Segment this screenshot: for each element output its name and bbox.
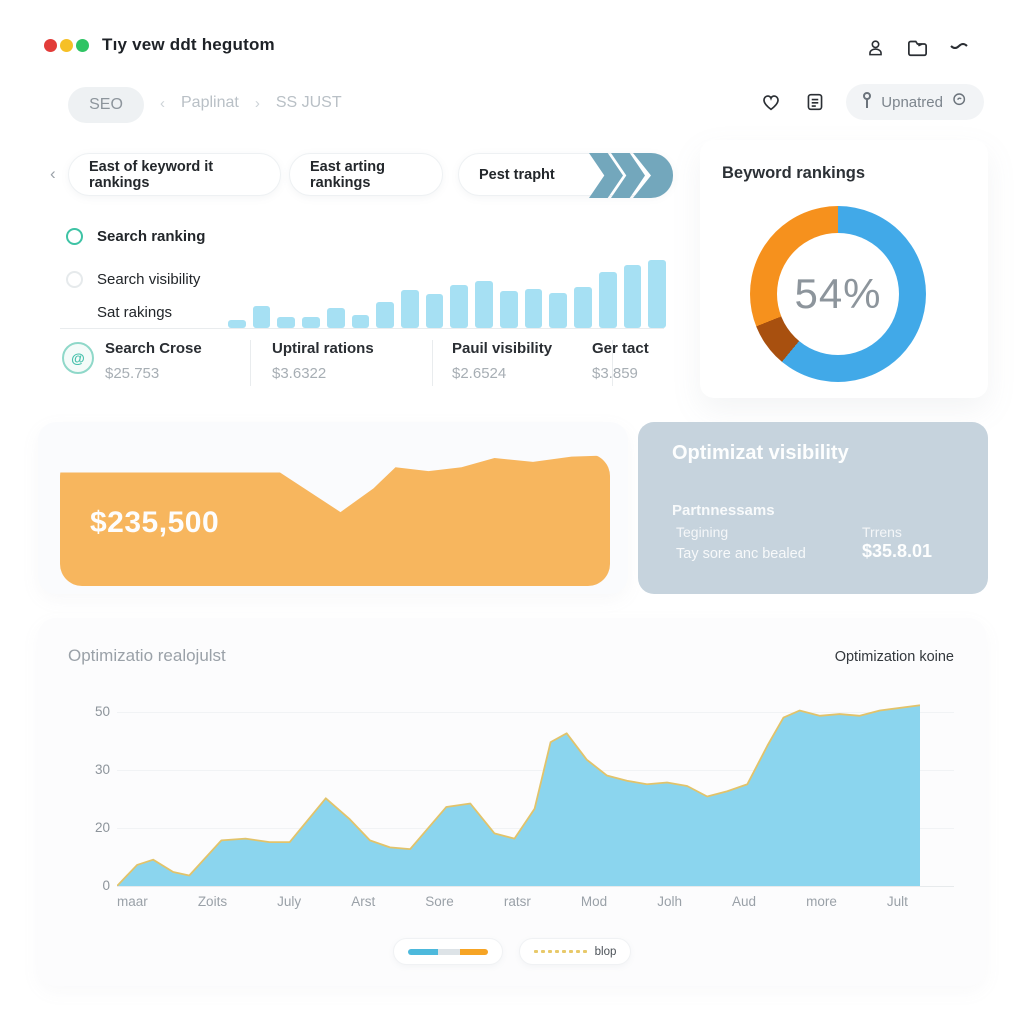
- y-axis-tick: 0: [102, 878, 110, 893]
- row-value: $35.8.01: [862, 541, 933, 561]
- divider: [60, 328, 664, 329]
- chevron-left-icon: ‹: [160, 94, 165, 112]
- pin-icon: [862, 91, 872, 113]
- x-axis-tick: ratsr: [503, 894, 531, 909]
- card-subtitle: Partnnessams: [672, 502, 775, 519]
- gridline: [117, 712, 954, 713]
- legend-label: blop: [594, 945, 617, 958]
- tab-label: East arting rankings: [310, 158, 385, 191]
- tab-label: Pest trapht: [479, 166, 555, 183]
- revenue-card: $235,500: [38, 422, 628, 594]
- legend-search-visibility[interactable]: Search visibility: [66, 271, 200, 288]
- donut-chart: 54%: [750, 206, 926, 382]
- divider: [250, 340, 251, 386]
- x-axis-tick: July: [277, 894, 302, 909]
- filter-tabs: ‹ East of keyword it rankings East artin…: [0, 153, 1024, 199]
- tab-pest-trapht[interactable]: Pest trapht: [458, 153, 673, 198]
- window-titlebar: Tıy vew ddt hegutom: [0, 0, 1024, 66]
- divider: [432, 340, 433, 386]
- legend-dotted-pill[interactable]: blop: [518, 938, 632, 965]
- revenue-area-shape: [60, 454, 610, 586]
- traffic-lights: [44, 39, 89, 52]
- gridline: [117, 770, 954, 771]
- breadcrumb-current[interactable]: SS JUST: [275, 94, 342, 111]
- optimizat-visibility-card: Optimizat visibility Partnnessams Tegini…: [638, 422, 988, 594]
- legend-search-ranking[interactable]: Search ranking: [66, 228, 205, 245]
- radio-unselected-icon: [66, 271, 83, 288]
- minimize-window-icon[interactable]: [60, 39, 73, 52]
- chart-title: Optimizatio realojulst: [68, 646, 226, 665]
- stat-value: $2.6524: [452, 365, 507, 382]
- legend-bar-icon: [407, 948, 488, 955]
- breadcrumb-root-pill[interactable]: SEO: [68, 87, 144, 123]
- y-axis-tick: 20: [94, 820, 110, 835]
- stat-value: $25.753: [105, 365, 160, 382]
- area-chart: [117, 700, 920, 886]
- favorite-heart-icon[interactable]: [758, 89, 784, 115]
- window-title: Tıy vew ddt hegutom: [102, 35, 275, 54]
- search-icon: [952, 92, 968, 112]
- legend-label: Search visibility: [97, 271, 201, 288]
- chevron-down-icon[interactable]: [946, 34, 972, 60]
- stat-search-crose: Search Crose $25.753: [105, 340, 202, 382]
- gridline: [117, 886, 954, 887]
- user-icon[interactable]: [862, 34, 888, 60]
- x-axis-labels: maar Zoits July Arst Sore ratsr Mod Jolh Aud more…: [117, 894, 908, 909]
- stat-label: Search Crose: [105, 340, 202, 357]
- x-axis-tick: Aud: [732, 894, 757, 909]
- chevron-arrows-icon: [589, 153, 673, 198]
- x-axis-tick: Jult: [886, 894, 908, 909]
- tabs-back-chevron-icon[interactable]: ‹: [50, 164, 56, 183]
- maximize-window-icon[interactable]: [76, 39, 89, 52]
- row-label: Tay sore anc bealed: [676, 546, 806, 562]
- tab-arting-rankings[interactable]: East arting rankings: [289, 153, 443, 196]
- chart-legend: blop: [38, 938, 986, 965]
- updated-label: Upnatred: [881, 93, 943, 111]
- tab-keyword-rankings[interactable]: East of keyword it rankings: [68, 153, 281, 196]
- y-axis-tick: 50: [94, 704, 110, 719]
- mini-bar-chart: [228, 252, 666, 328]
- stat-ger-tact: Ger tact $3.859: [592, 340, 649, 382]
- x-axis-tick: Jolh: [657, 894, 682, 909]
- row-label: Tegining: [676, 524, 729, 540]
- y-axis-tick: 30: [94, 762, 110, 777]
- stat-value: $3.859: [592, 365, 638, 382]
- stat-pauil-visibility: Pauil visibility $2.6524: [452, 340, 552, 382]
- card-title: Optimizat visibility: [672, 442, 849, 464]
- stat-label: Ger tact: [592, 340, 649, 357]
- search-close-icon: @: [62, 342, 94, 374]
- divider: [612, 340, 613, 386]
- x-axis-tick: Arst: [351, 894, 376, 909]
- x-axis-tick: Mod: [580, 894, 608, 909]
- stat-label: Uptiral rations: [272, 340, 374, 357]
- x-axis-tick: Zoits: [197, 894, 228, 909]
- legend-label: Search ranking: [97, 228, 206, 245]
- stat-value: $3.6322: [272, 365, 327, 382]
- card-title: Beyword rankings: [722, 164, 866, 182]
- breadcrumb: SEO ‹ Paplinat › SS JUST Upnatred: [0, 84, 1024, 124]
- tab-label: East of keyword it rankings: [89, 158, 214, 191]
- donut-center-value: 54%: [794, 270, 882, 317]
- radio-selected-icon: [66, 228, 83, 245]
- close-window-icon[interactable]: [44, 39, 57, 52]
- keyword-rankings-card: Beyword rankings 54%: [700, 140, 988, 398]
- revenue-value: $235,500: [90, 506, 220, 539]
- x-axis-tick: maar: [117, 894, 148, 909]
- legend-sat-rakings[interactable]: Sat rakings: [97, 304, 172, 321]
- x-axis-tick: more: [806, 894, 837, 909]
- stat-label: Pauil visibility: [452, 340, 553, 357]
- stat-uptiral-rations: Uptiral rations $3.6322: [272, 340, 374, 382]
- legend-dotted-line-icon: [533, 950, 587, 953]
- report-list-icon[interactable]: [802, 89, 828, 115]
- chevron-right-icon: ›: [254, 94, 260, 112]
- breadcrumb-middle[interactable]: Paplinat: [181, 94, 239, 111]
- legend-series-pill[interactable]: [392, 938, 503, 965]
- x-axis-tick: Sore: [425, 894, 454, 909]
- row-label: Trrens: [862, 524, 902, 540]
- optimization-chart-card: Optimizatio realojulst Optimization koin…: [38, 618, 986, 986]
- updated-button[interactable]: Upnatred: [846, 84, 984, 120]
- legend-label: Sat rakings: [97, 304, 173, 321]
- chart-subtitle: Optimization koine: [834, 649, 954, 665]
- folder-icon[interactable]: [904, 34, 930, 60]
